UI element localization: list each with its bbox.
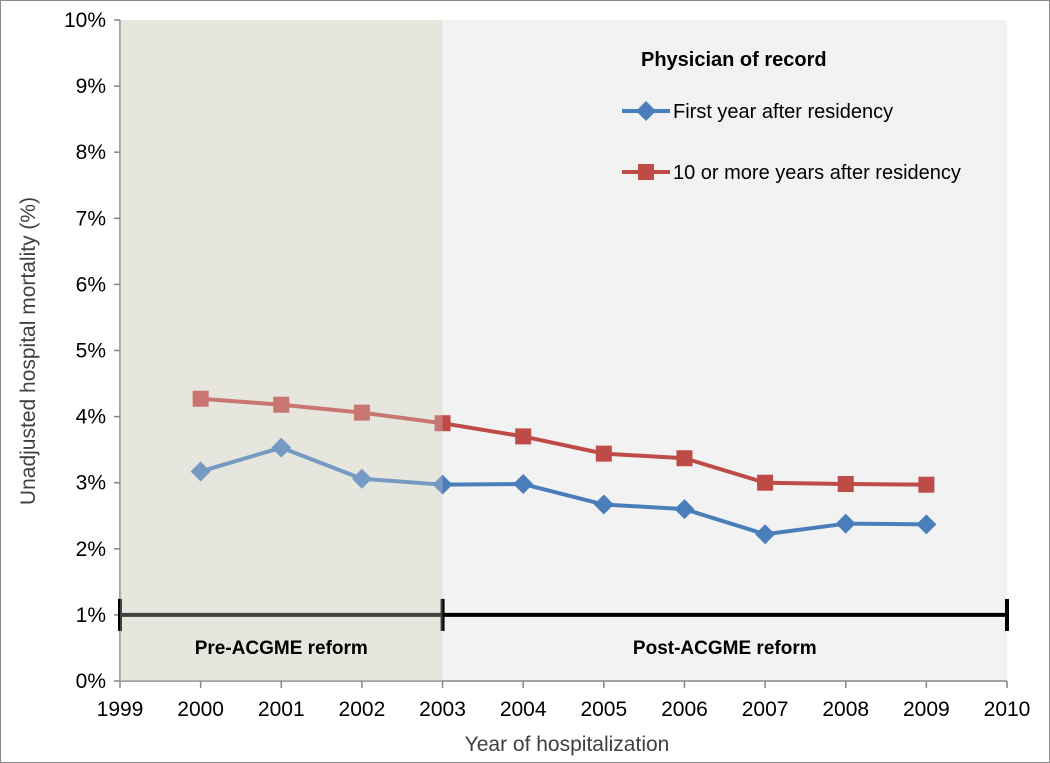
data-point-diamond (190, 461, 211, 482)
data-point-square (676, 450, 693, 467)
data-point-diamond (432, 474, 453, 495)
x-axis-title: Year of hospitalization (465, 733, 670, 756)
pre-reform-label: Pre-ACGME reform (195, 638, 368, 659)
legend-label-ten-years: 10 or more years after residency (673, 162, 961, 184)
post-reform-label: Post-ACGME reform (633, 638, 817, 659)
y-tick-label: 8% (76, 141, 106, 164)
series-line-1 (200, 396, 927, 487)
y-tick-label: 10% (64, 9, 106, 32)
data-point-square (434, 415, 451, 432)
pre-reform-tint (120, 20, 443, 681)
y-axis: 0% 1% 2% 3% 4% 5% 6% 7% 8% 9% 10% (64, 9, 121, 693)
x-tick-label: 2004 (500, 698, 547, 721)
reform-timeline (118, 598, 1009, 631)
data-point-square (192, 390, 209, 407)
data-point-diamond (271, 437, 292, 458)
data-point-diamond (755, 524, 776, 545)
data-point-square (353, 404, 370, 421)
x-tick-label: 2010 (984, 698, 1031, 721)
pre-reform-region (120, 20, 443, 681)
y-axis-title: Unadjusted hospital mortality (%) (17, 197, 40, 505)
data-point-square (837, 476, 854, 493)
x-axis: 1999 2000 2001 2002 2003 2004 2005 2006 2007 2008… (97, 680, 1031, 721)
x-tick-label: 2007 (742, 698, 789, 721)
y-tick-label: 0% (76, 670, 106, 693)
data-point-square (595, 445, 612, 462)
legend-marker-square (638, 164, 654, 180)
x-tick-label: 2006 (661, 698, 708, 721)
x-tick-label: 2001 (258, 698, 305, 721)
data-point-square (918, 476, 935, 493)
x-tick-label: 1999 (97, 698, 144, 721)
x-tick-label: 2008 (822, 698, 869, 721)
y-tick-label: 5% (76, 340, 106, 363)
legend: Physician of record First year after res… (622, 49, 961, 184)
data-point-diamond (835, 513, 856, 534)
y-tick-label: 6% (76, 273, 106, 296)
x-tick-label: 2003 (419, 698, 466, 721)
y-tick-label: 7% (76, 207, 106, 230)
post-reform-region (442, 20, 1008, 681)
legend-title: Physician of record (641, 49, 827, 71)
legend-marker-diamond (636, 101, 656, 121)
data-point-diamond (916, 514, 937, 535)
x-tick-label: 2002 (339, 698, 386, 721)
data-point-square (515, 428, 532, 445)
y-tick-label: 3% (76, 472, 106, 495)
x-tick-label: 2009 (903, 698, 950, 721)
y-tick-label: 9% (76, 75, 106, 98)
legend-label-first-year: First year after residency (673, 101, 893, 123)
x-tick-label: 2000 (177, 698, 224, 721)
series-line-0 (200, 445, 927, 537)
y-tick-label: 1% (76, 604, 106, 627)
series-layer (120, 20, 937, 681)
data-point-diamond (593, 494, 614, 515)
data-point-diamond (351, 468, 372, 489)
data-point-square (273, 396, 290, 413)
data-point-square (757, 474, 774, 491)
y-tick-label: 4% (76, 406, 106, 429)
x-tick-label: 2005 (580, 698, 627, 721)
data-point-diamond (513, 474, 534, 495)
y-tick-label: 2% (76, 538, 106, 561)
data-point-diamond (674, 499, 695, 520)
